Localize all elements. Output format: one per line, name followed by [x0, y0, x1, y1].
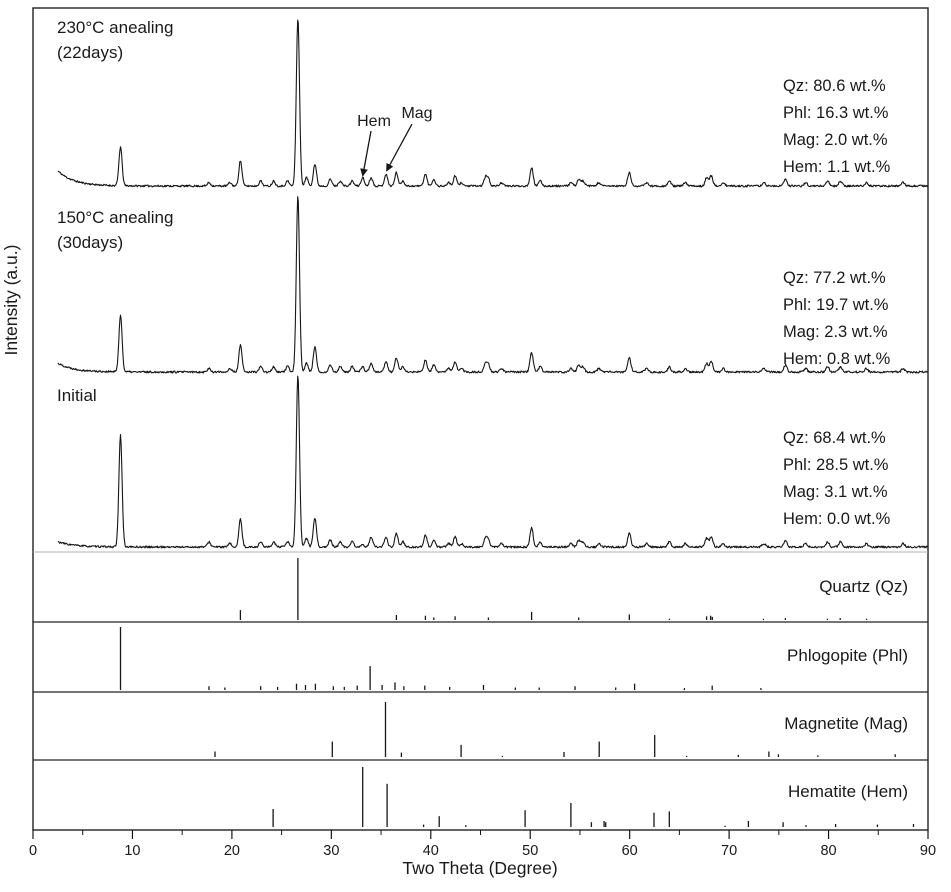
comp-150-hem: Hem: 0.8 wt.%: [783, 350, 891, 368]
pattern-150-sublabel: (30days): [57, 233, 123, 252]
pattern-150-label: 150°C anealing: [57, 208, 173, 227]
xrd-traces: [57, 19, 928, 549]
pattern-230-sublabel: (22days): [57, 43, 123, 62]
x-axis: 0 10 20 30 40 50 60 70 80 90: [29, 830, 936, 859]
x-tick-label: 30: [323, 843, 339, 859]
panel-label-hematite: Hematite (Hem): [788, 782, 908, 801]
x-tick-label: 60: [622, 843, 638, 859]
comp-initial-hem: Hem: 0.0 wt.%: [783, 510, 891, 528]
panel-label-phlogopite: Phlogopite (Phl): [787, 646, 908, 665]
annotation-arrow-mag: [385, 123, 413, 172]
comp-230-qz: Qz: 80.6 wt.%: [783, 77, 886, 95]
annotation-label-hem: Hem: [357, 113, 391, 130]
annotation-label-mag: Mag: [401, 105, 432, 122]
x-tick-label: 20: [224, 843, 240, 859]
xrd-trace-anneal-230: [57, 19, 928, 188]
x-tick-label: 70: [721, 843, 737, 859]
x-tick-label: 40: [423, 843, 439, 859]
panel-label-magnetite: Magnetite (Mag): [784, 714, 908, 733]
pattern-initial-label: Initial: [57, 386, 97, 405]
x-axis-title: Two Theta (Degree): [402, 858, 557, 878]
y-axis-title: Intensity (a.u.): [1, 245, 21, 356]
x-tick-label: 0: [29, 843, 37, 859]
x-tick-label: 50: [522, 843, 538, 859]
xrd-trace-initial: [57, 375, 928, 549]
x-tick-label: 10: [124, 843, 140, 859]
comp-initial-phl: Phl: 28.5 wt.%: [783, 456, 889, 474]
peak-annotations: [360, 123, 413, 177]
x-tick-label: 90: [920, 843, 936, 859]
comp-initial-qz: Qz: 68.4 wt.%: [783, 429, 886, 447]
comp-230-hem: Hem: 1.1 wt.%: [783, 158, 891, 176]
comp-150-phl: Phl: 19.7 wt.%: [783, 296, 889, 314]
x-tick-label: 80: [820, 843, 836, 859]
comp-150-mag: Mag: 2.3 wt.%: [783, 323, 888, 341]
comp-150-qz: Qz: 77.2 wt.%: [783, 269, 886, 287]
pattern-230-label: 230°C anealing: [57, 18, 173, 37]
panel-label-quartz: Quartz (Qz): [819, 577, 908, 596]
comp-230-mag: Mag: 2.0 wt.%: [783, 131, 888, 149]
xrd-trace-anneal-150: [57, 196, 928, 374]
reference-stick-patterns: [119, 558, 915, 827]
comp-initial-mag: Mag: 3.1 wt.%: [783, 483, 888, 501]
annotation-arrow-hem: [360, 130, 372, 177]
comp-230-phl: Phl: 16.3 wt.%: [783, 104, 889, 122]
